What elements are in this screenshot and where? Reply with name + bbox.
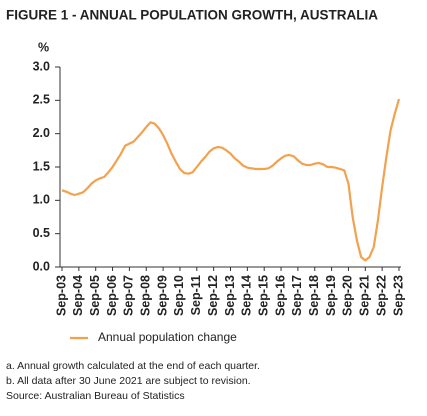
x-tick-label: Sep-20 — [341, 275, 355, 316]
x-tick-label: Sep-18 — [307, 275, 321, 316]
x-tick-label: Sep-05 — [88, 275, 102, 316]
x-tick-label: Sep-14 — [240, 275, 254, 316]
x-tick-label: Sep-16 — [273, 275, 287, 316]
chart-title: FIGURE 1 - ANNUAL POPULATION GROWTH, AUS… — [6, 8, 378, 23]
legend-label: Annual population change — [98, 330, 237, 344]
y-axis-label: % — [38, 40, 49, 54]
x-tick-label: Sep-09 — [155, 275, 169, 316]
note: Source: Australian Bureau of Statistics — [6, 390, 185, 402]
x-tick-label: Sep-10 — [172, 275, 186, 316]
x-tick-label: Sep-08 — [139, 275, 153, 316]
x-tick-label: Sep-12 — [206, 275, 220, 316]
x-tick-label: Sep-04 — [71, 275, 85, 316]
note: a. Annual growth calculated at the end o… — [6, 360, 260, 372]
note: b. All data after 30 June 2021 are subje… — [6, 375, 251, 387]
line-series — [61, 98, 401, 262]
y-tick-label: 0.0 — [33, 259, 50, 273]
x-tick-label: Sep-11 — [189, 275, 203, 315]
y-tick-label: 3.0 — [33, 59, 50, 73]
x-tick-label: Sep-06 — [105, 275, 119, 316]
y-tick-label: 0.5 — [33, 226, 50, 240]
x-tick-label: Sep-22 — [374, 275, 388, 316]
x-tick-label: Sep-13 — [223, 275, 237, 316]
x-tick-label: Sep-23 — [391, 275, 405, 316]
x-tick-label: Sep-19 — [324, 275, 338, 316]
y-tick-label: 2.5 — [33, 93, 50, 107]
x-tick-label: Sep-17 — [290, 275, 304, 316]
y-tick-label: 1.0 — [33, 193, 50, 207]
x-tick-label: Sep-03 — [54, 275, 68, 316]
x-tick-label: Sep-15 — [256, 275, 270, 316]
x-tick-label: Sep-07 — [122, 275, 136, 316]
x-tick-label: Sep-21 — [358, 275, 372, 316]
y-tick-label: 2.0 — [33, 126, 50, 140]
y-tick-label: 1.5 — [33, 159, 50, 173]
